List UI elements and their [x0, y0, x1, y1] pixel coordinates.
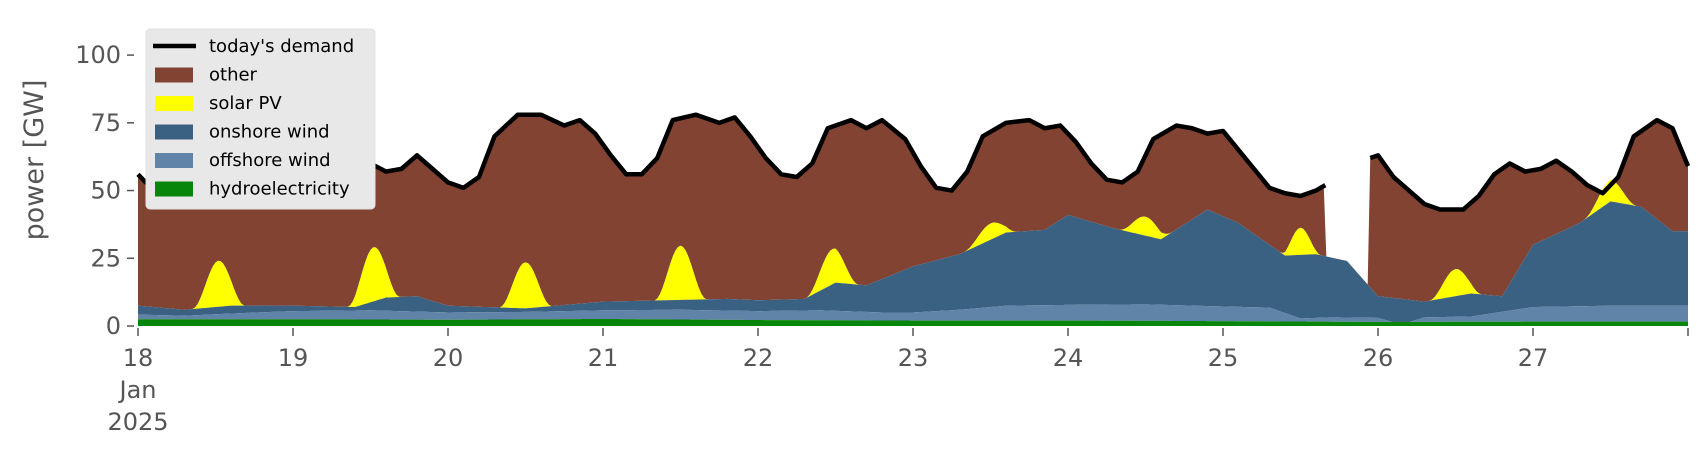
area-other [138, 114, 1688, 310]
legend-swatch-offshore-wind [155, 153, 193, 168]
area-layers [138, 114, 1688, 326]
demand-layer [136, 112, 1691, 212]
y-tick-label-100: 100 [75, 41, 121, 69]
demand-line-segment-2 [1369, 117, 1691, 212]
x-tick-label-21: 21 [588, 344, 619, 372]
x-tick-label-23: 23 [898, 344, 929, 372]
x-tick-label-18: 18 [123, 344, 154, 372]
y-tick-label-25: 25 [90, 244, 121, 272]
y-tick-label-0: 0 [106, 312, 121, 340]
x-tick-label-25: 25 [1208, 344, 1239, 372]
legend-label-offshore-wind: offshore wind [209, 150, 331, 171]
x-tick-label-20: 20 [433, 344, 464, 372]
legend-swatch-solar-pv [155, 96, 193, 111]
x-tick-label-27: 27 [1518, 344, 1549, 372]
legend-label-hydroelectricity: hydroelectricity [209, 179, 350, 200]
area-offshore-wind [138, 304, 1688, 325]
x-tick-label-22: 22 [743, 344, 774, 372]
legend-label-today-s-demand: today's demand [209, 36, 354, 57]
legend-label-other: other [209, 65, 258, 86]
y-tick-label-75: 75 [90, 109, 121, 137]
area-hydroelectricity [138, 318, 1688, 326]
y-axis: 0 25 50 75 100 [75, 41, 134, 340]
y-axis-label: power [GW] [19, 80, 50, 241]
x-tick-month-label: Jan [118, 376, 157, 404]
area-solar-pv [138, 179, 1688, 310]
legend-box [145, 28, 376, 210]
demand-line-segment-1 [136, 112, 1327, 199]
x-tick-label-26: 26 [1363, 344, 1394, 372]
x-tick-label-19: 19 [278, 344, 309, 372]
legend-label-onshore-wind: onshore wind [209, 122, 330, 143]
x-axis: 18 Jan 2025 19 20 21 22 23 24 25 26 27 [107, 328, 1689, 436]
x-tick-label-24: 24 [1053, 344, 1084, 372]
y-tick-label-50: 50 [90, 177, 121, 205]
legend-swatch-other [155, 67, 193, 83]
legend-swatch-hydroelectricity [155, 181, 193, 197]
legend-label-solar-pv: solar PV [209, 93, 282, 114]
area-onshore-wind [138, 201, 1688, 325]
legend-swatch-onshore-wind [155, 124, 193, 140]
x-tick-year-label: 2025 [107, 408, 168, 436]
legend: today's demand other solar PV onshore wind o… [145, 28, 376, 210]
